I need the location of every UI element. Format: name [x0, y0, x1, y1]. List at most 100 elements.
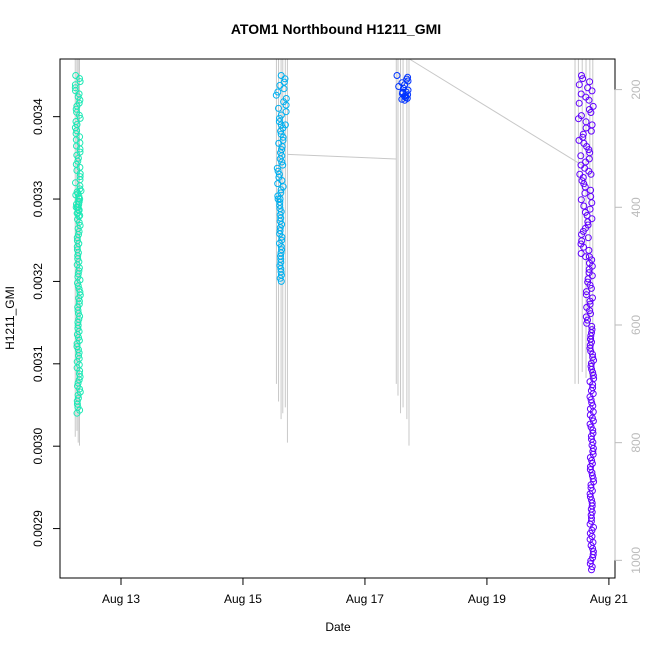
x-tick-label: Aug 15	[224, 592, 262, 606]
right-tick-label: 800	[629, 432, 643, 452]
data-point	[76, 373, 84, 381]
data-point	[71, 84, 79, 92]
data-point	[282, 101, 290, 109]
data-point	[589, 551, 597, 559]
series-layer	[71, 72, 598, 574]
data-point	[272, 91, 280, 99]
data-point	[577, 196, 585, 204]
data-point	[280, 85, 288, 93]
data-point	[73, 127, 81, 135]
data-point	[584, 218, 592, 226]
data-point	[582, 253, 590, 261]
data-point	[575, 115, 582, 123]
data-point	[578, 237, 586, 245]
data-point	[76, 312, 84, 320]
data-point	[279, 133, 287, 141]
data-point	[76, 75, 83, 82]
y-tick-label: 0.0031	[31, 345, 45, 382]
data-point	[586, 281, 594, 289]
data-point	[278, 143, 286, 150]
data-point	[578, 72, 585, 79]
data-point	[581, 189, 589, 197]
data-point	[589, 447, 597, 455]
data-point	[587, 109, 595, 116]
data-point	[276, 274, 284, 282]
x-axis-label: Date	[325, 620, 351, 634]
data-point	[586, 307, 594, 315]
data-point	[281, 75, 289, 83]
data-point	[275, 104, 282, 112]
data-point	[575, 81, 583, 89]
data-point	[586, 205, 594, 213]
data-point	[588, 199, 596, 207]
series-group	[575, 72, 598, 574]
data-point	[580, 180, 588, 188]
data-point	[73, 400, 81, 408]
data-point	[589, 372, 597, 379]
y-tick-label: 0.0029	[31, 510, 45, 547]
data-point	[278, 220, 286, 228]
y-axis-label: H1211_GMI	[3, 286, 17, 350]
data-point	[401, 81, 409, 89]
right-axis: 200 400 600 800 1000	[614, 79, 643, 574]
data-point	[277, 277, 285, 285]
x-tick-label: Aug 21	[590, 592, 628, 606]
data-point	[582, 124, 590, 132]
data-point	[278, 246, 286, 254]
series-group	[71, 72, 85, 417]
data-point	[276, 227, 284, 235]
reference-connector	[287, 153, 397, 160]
y-tick-label: 0.0033	[31, 180, 45, 217]
data-point	[586, 420, 594, 428]
data-point	[585, 96, 593, 104]
data-point	[277, 127, 285, 135]
data-point	[279, 161, 287, 169]
data-point	[588, 563, 596, 571]
data-point	[588, 414, 596, 422]
data-point	[587, 127, 595, 135]
data-point	[584, 275, 592, 283]
data-point	[575, 99, 583, 107]
data-point	[586, 344, 594, 352]
data-point	[575, 136, 583, 144]
data-point	[586, 297, 594, 305]
data-point	[588, 326, 596, 334]
data-point	[588, 566, 595, 574]
data-point	[76, 145, 84, 153]
y-tick-label: 0.0032	[31, 263, 45, 300]
right-tick-label: 200	[629, 79, 643, 99]
data-point	[76, 78, 84, 86]
data-point	[583, 288, 590, 296]
data-point	[577, 152, 585, 160]
reference-connector	[409, 58, 584, 167]
data-point	[75, 111, 83, 119]
data-point	[584, 316, 591, 324]
right-tick-label: 600	[629, 315, 643, 335]
chart-title: ATOM1 Northbound H1211_GMI	[231, 21, 441, 37]
data-point	[393, 72, 401, 79]
data-point	[277, 186, 285, 194]
data-point	[280, 78, 288, 86]
data-point	[580, 243, 588, 251]
data-point	[579, 75, 587, 83]
data-point	[587, 396, 595, 404]
data-point	[588, 87, 596, 95]
data-point	[582, 291, 590, 299]
data-point	[75, 376, 83, 384]
data-point	[398, 95, 406, 103]
x-tick-label: Aug 19	[468, 592, 506, 606]
data-point	[588, 365, 596, 373]
right-tick-label: 400	[629, 197, 643, 217]
data-point	[586, 493, 594, 501]
data-point	[275, 170, 283, 178]
data-point	[585, 146, 593, 154]
data-point	[282, 108, 290, 116]
data-point	[76, 182, 84, 190]
series-group	[272, 72, 290, 285]
data-point	[587, 284, 595, 292]
data-point	[587, 362, 595, 370]
data-point	[584, 234, 592, 242]
data-point	[73, 331, 81, 338]
